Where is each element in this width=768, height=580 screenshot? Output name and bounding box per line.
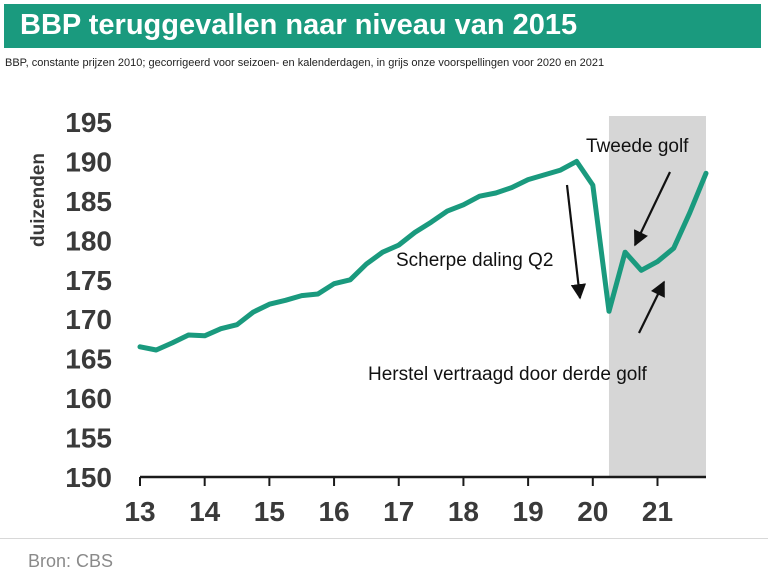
x-tick-label: 18 [448,496,479,527]
data-point [703,171,709,176]
annotation-label: Scherpe daling Q2 [396,250,553,271]
chart-canvas: 150 155 160 165 170 175 180 185 190 195 13 14 15 16 17… [28,107,709,527]
data-point [299,293,304,298]
data-point [687,210,693,215]
data-point [639,268,644,273]
data-point [542,172,547,178]
chart-title: BBP teruggevallen naar niveau van 2015 [20,9,578,41]
data-point [606,309,612,314]
x-tick-label: 17 [383,496,414,527]
y-tick-label: 155 [65,423,112,454]
annotation-label: Tweede golf [586,136,689,157]
data-point [493,190,498,196]
footer-divider [0,538,768,539]
source-note: Bron: CBS [28,551,114,571]
x-tick-label: 13 [124,496,155,527]
x-tick-label: 14 [189,496,221,527]
gdp-series-line [137,158,709,353]
annotation-arrow [638,280,665,334]
x-tick-label: 19 [513,496,544,527]
data-point [655,259,660,264]
x-tick-label: 15 [254,496,285,527]
y-tick-label: 180 [65,225,112,256]
data-point [267,302,272,307]
data-point [283,298,288,303]
data-point [509,185,515,190]
x-tick-label: 20 [577,496,608,527]
data-point [574,159,579,164]
data-point [428,219,434,225]
data-point [137,344,143,350]
data-point [380,249,385,255]
data-point [461,202,466,208]
data-point [153,347,159,353]
y-tick-label: 190 [65,146,112,177]
chart-subtitle: BBP, constante prijzen 2010; gecorrigeer… [5,57,605,69]
data-point [234,322,240,327]
data-point [186,332,191,338]
data-point [251,309,256,315]
x-tick-label: 16 [318,496,349,527]
data-point [558,167,563,173]
data-point [218,326,224,331]
annotation-arrow [565,184,587,300]
data-point [364,261,369,267]
data-point [396,242,401,248]
data-point [412,230,418,235]
y-tick-label: 185 [65,186,112,217]
data-point [202,333,207,338]
data-point [622,249,628,255]
data-point [315,291,321,297]
data-point [477,193,482,199]
y-tick-label: 175 [65,265,112,296]
title-banner: BBP teruggevallen naar niveau van 2015 [4,4,761,48]
y-axis-label: duizenden [28,153,49,247]
y-tick-label: 160 [65,383,112,414]
data-point [671,246,676,251]
data-point [525,177,531,182]
y-tick-label: 165 [65,344,112,375]
data-point [445,208,450,214]
data-point [170,340,175,346]
y-tick-label: 150 [65,462,112,493]
data-point [348,277,353,282]
y-tick-label: 170 [65,304,112,335]
annotation-arrow [634,171,671,247]
annotation-label: Herstel vertraagd door derde golf [368,364,648,385]
y-tick-label: 195 [65,107,112,138]
data-point [331,281,337,286]
x-tick-label: 21 [642,496,673,527]
data-point [590,182,595,188]
